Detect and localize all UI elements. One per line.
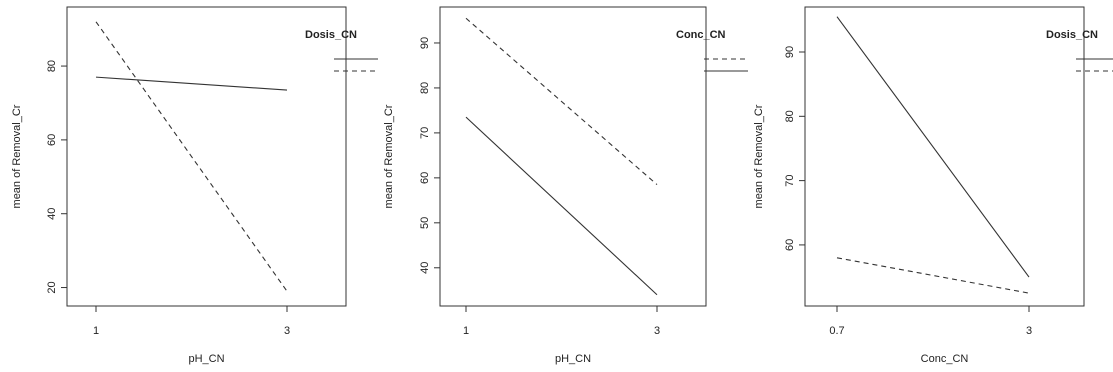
plot-frame [66, 6, 347, 307]
interaction-plot-1: 20 40 60 80 1 3 pH_CN mean of Removal_Cr Dosis_C… [11, 6, 378, 365]
y-tick-label: 70 [784, 174, 796, 186]
legend-title: Dosis_CN [305, 29, 357, 41]
x-tick-label: 3 [284, 325, 290, 337]
series-line-dashed [836, 257, 1030, 294]
interaction-plot-3: 60 70 80 90 0.7 3 Conc_CN mean of Removal_Cr Dos… [753, 6, 1113, 365]
y-tick-label: 20 [46, 281, 58, 293]
y-axis-label: mean of Removal_Cr [11, 104, 23, 208]
y-tick-label: 60 [419, 172, 431, 184]
legend-title: Dosis_CN [1046, 29, 1098, 41]
y-tick-label: 80 [419, 82, 431, 94]
x-tick-label: 0.7 [829, 325, 844, 337]
y-tick-label: 80 [46, 60, 58, 72]
y-tick-label: 40 [419, 262, 431, 274]
legend-title: Conc_CN [676, 29, 726, 41]
x-tick-label: 3 [654, 325, 660, 337]
y-tick-label: 60 [784, 239, 796, 251]
y-axis-label: mean of Removal_Cr [383, 104, 395, 208]
x-tick-label: 1 [463, 325, 469, 337]
y-tick-label: 90 [784, 46, 796, 58]
series-line-dashed [95, 21, 288, 292]
interaction-plot-2: 40 50 60 70 80 90 1 3 pH_CN mean of Removal_Cr Con… [383, 6, 748, 365]
y-tick-label: 90 [419, 37, 431, 49]
series-line-solid [465, 116, 658, 296]
y-tick-label: 40 [46, 208, 58, 220]
x-axis-label: pH_CN [555, 353, 591, 365]
y-tick-label: 80 [784, 110, 796, 122]
series-line-solid [836, 16, 1030, 278]
x-tick-label: 3 [1026, 325, 1032, 337]
y-tick-label: 50 [419, 217, 431, 229]
x-tick-label: 1 [93, 325, 99, 337]
x-axis-label: pH_CN [188, 353, 224, 365]
series-line-solid [95, 76, 288, 91]
y-axis-label: mean of Removal_Cr [753, 104, 765, 208]
series-line-dashed [465, 17, 658, 186]
plot-frame [804, 6, 1085, 307]
plot-frame [439, 6, 707, 307]
x-axis-label: Conc_CN [921, 353, 969, 365]
y-tick-label: 70 [419, 127, 431, 139]
y-tick-label: 60 [46, 134, 58, 146]
